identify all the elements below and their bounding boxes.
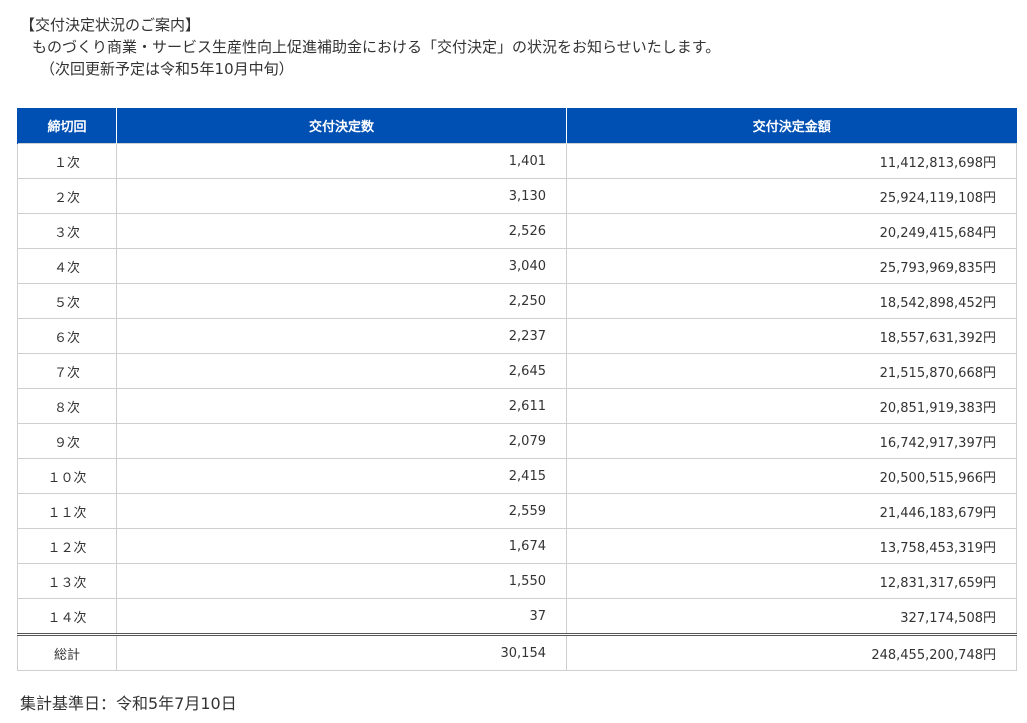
round-cell: １次 [17,143,117,179]
count-cell: 2,079 [116,423,567,459]
intro-block: 【交付決定状況のご案内】 ものづくり商業・サービス生産性向上促進補助金における「… [20,14,720,80]
table-row: ９次 2,079 16,742,917,397円 [17,423,1017,459]
amount-cell: 16,742,917,397円 [566,423,1017,459]
count-cell: 2,526 [116,213,567,249]
intro-heading: 【交付決定状況のご案内】 [20,16,201,34]
amount-cell: 25,793,969,835円 [566,248,1017,284]
total-label-cell: 総計 [17,633,117,671]
header-count: 交付決定数 [116,108,567,144]
count-cell: 1,550 [116,563,567,599]
amount-cell: 20,851,919,383円 [566,388,1017,424]
count-cell: 37 [116,598,567,635]
amount-cell: 20,500,515,966円 [566,458,1017,494]
count-cell: 2,415 [116,458,567,494]
amount-cell: 25,924,119,108円 [566,178,1017,214]
table-row: ５次 2,250 18,542,898,452円 [17,283,1017,319]
count-cell: 3,130 [116,178,567,214]
count-cell: 2,250 [116,283,567,319]
table-row: １３次 1,550 12,831,317,659円 [17,563,1017,599]
total-count-cell: 30,154 [116,633,567,671]
count-cell: 3,040 [116,248,567,284]
round-cell: １１次 [17,493,117,529]
count-cell: 2,559 [116,493,567,529]
table-row: １次 1,401 11,412,813,698円 [17,143,1017,179]
table-row: ３次 2,526 20,249,415,684円 [17,213,1017,249]
total-row: 総計 30,154 248,455,200,748円 [17,633,1017,671]
amount-cell: 327,174,508円 [566,598,1017,635]
count-cell: 1,401 [116,143,567,179]
amount-cell: 21,446,183,679円 [566,493,1017,529]
count-cell: 2,611 [116,388,567,424]
round-cell: ５次 [17,283,117,319]
table-row: １０次 2,415 20,500,515,966円 [17,458,1017,494]
round-cell: ８次 [17,388,117,424]
count-cell: 1,674 [116,528,567,564]
amount-cell: 20,249,415,684円 [566,213,1017,249]
count-cell: 2,237 [116,318,567,354]
round-cell: ２次 [17,178,117,214]
tally-date: 集計基準日：令和5年7月10日 [20,694,237,713]
intro-description: ものづくり商業・サービス生産性向上促進補助金における「交付決定」の状況をお知らせ… [32,38,721,56]
round-cell: ４次 [17,248,117,284]
table-row: １２次 1,674 13,758,453,319円 [17,528,1017,564]
header-amount: 交付決定金額 [566,108,1017,144]
count-cell: 2,645 [116,353,567,389]
round-cell: ３次 [17,213,117,249]
table-row: ７次 2,645 21,515,870,668円 [17,353,1017,389]
round-cell: ６次 [17,318,117,354]
amount-cell: 18,542,898,452円 [566,283,1017,319]
table-row: ６次 2,237 18,557,631,392円 [17,318,1017,354]
round-cell: １２次 [17,528,117,564]
round-cell: ９次 [17,423,117,459]
table-row: ４次 3,040 25,793,969,835円 [17,248,1017,284]
table-header: 締切回 交付決定数 交付決定金額 [17,108,1017,144]
round-cell: ７次 [17,353,117,389]
amount-cell: 11,412,813,698円 [566,143,1017,179]
table-row: １１次 2,559 21,446,183,679円 [17,493,1017,529]
amount-cell: 12,831,317,659円 [566,563,1017,599]
amount-cell: 13,758,453,319円 [566,528,1017,564]
table-row: ８次 2,611 20,851,919,383円 [17,388,1017,424]
round-cell: １０次 [17,458,117,494]
table-row: ２次 3,130 25,924,119,108円 [17,178,1017,214]
round-cell: １４次 [17,598,117,635]
header-round: 締切回 [17,108,117,144]
round-cell: １３次 [17,563,117,599]
grant-decision-table: 締切回 交付決定数 交付決定金額 １次 1,401 11,412,813,698円 ２… [17,108,1017,671]
amount-cell: 21,515,870,668円 [566,353,1017,389]
table-row: １４次 37 327,174,508円 [17,598,1017,635]
next-update-note: （次回更新予定は令和5年10月中旬） [40,60,294,78]
amount-cell: 18,557,631,392円 [566,318,1017,354]
table-body: １次 1,401 11,412,813,698円 ２次 3,130 25,924,119,… [17,143,1017,671]
total-amount-cell: 248,455,200,748円 [566,633,1017,671]
